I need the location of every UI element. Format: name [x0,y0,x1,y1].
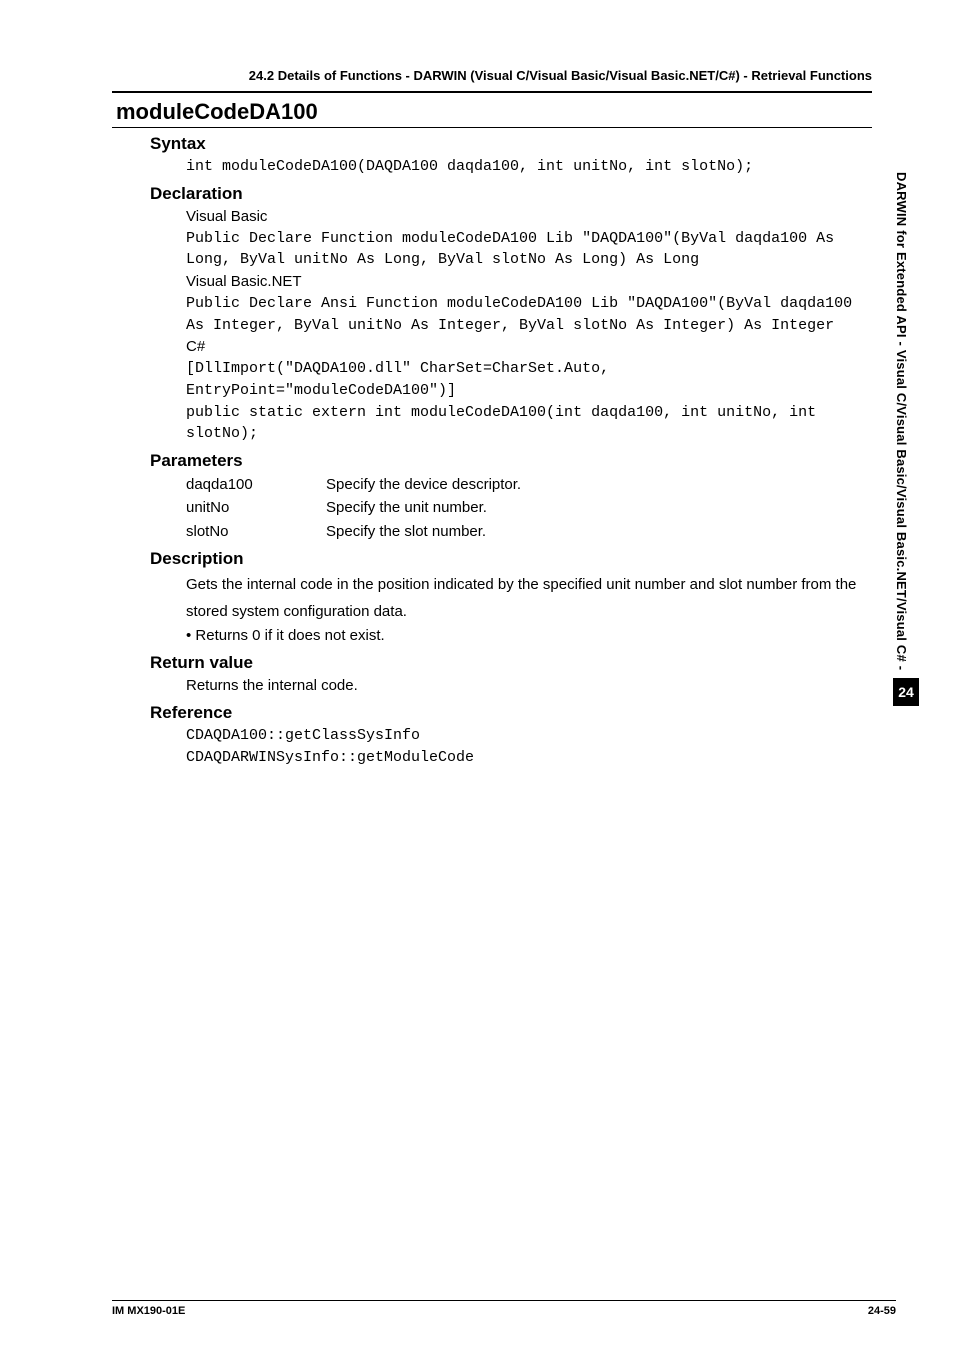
heading-return-value: Return value [150,653,872,673]
function-title: moduleCodeDA100 [116,99,872,125]
description-text: Gets the internal code in the position i… [186,571,872,625]
param-row: unitNo Specify the unit number. [186,496,872,519]
side-tab: DARWIN for Extended API - Visual C/Visua… [894,172,918,706]
param-name: slotNo [186,520,326,543]
footer-right: 24-59 [868,1305,896,1317]
syntax-code: int moduleCodeDA100(DAQDA100 daqda100, i… [186,156,872,178]
param-name: unitNo [186,496,326,519]
param-row: slotNo Specify the slot number. [186,520,872,543]
divider-under-title [112,127,872,128]
heading-reference: Reference [150,703,872,723]
decl-cs-code: [DllImport("DAQDA100.dll" CharSet=CharSe… [186,358,872,445]
decl-vbnet-label: Visual Basic.NET [186,271,872,293]
description-bullet: Returns 0 if it does not exist. [186,625,872,648]
heading-syntax: Syntax [150,134,872,154]
decl-vb-code: Public Declare Function moduleCodeDA100 … [186,228,872,272]
param-desc: Specify the device descriptor. [326,473,521,496]
side-tab-text: DARWIN for Extended API - Visual C/Visua… [894,172,909,670]
page-footer: IM MX190-01E 24-59 [112,1300,896,1317]
decl-cs-label: C# [186,336,872,358]
page: 24.2 Details of Functions - DARWIN (Visu… [0,0,954,1351]
heading-declaration: Declaration [150,184,872,204]
param-row: daqda100 Specify the device descriptor. [186,473,872,496]
side-tab-chapter: 24 [893,678,919,706]
decl-vbnet-code: Public Declare Ansi Function moduleCodeD… [186,293,872,337]
footer-left: IM MX190-01E [112,1305,185,1317]
heading-description: Description [150,549,872,569]
return-value-text: Returns the internal code. [186,675,872,697]
decl-vb-label: Visual Basic [186,206,872,228]
heading-parameters: Parameters [150,451,872,471]
divider-top-thick [112,91,872,93]
param-desc: Specify the unit number. [326,496,487,519]
reference-code: CDAQDA100::getClassSysInfo CDAQDARWINSys… [186,725,872,769]
param-desc: Specify the slot number. [326,520,486,543]
section-header: 24.2 Details of Functions - DARWIN (Visu… [112,68,872,83]
param-name: daqda100 [186,473,326,496]
